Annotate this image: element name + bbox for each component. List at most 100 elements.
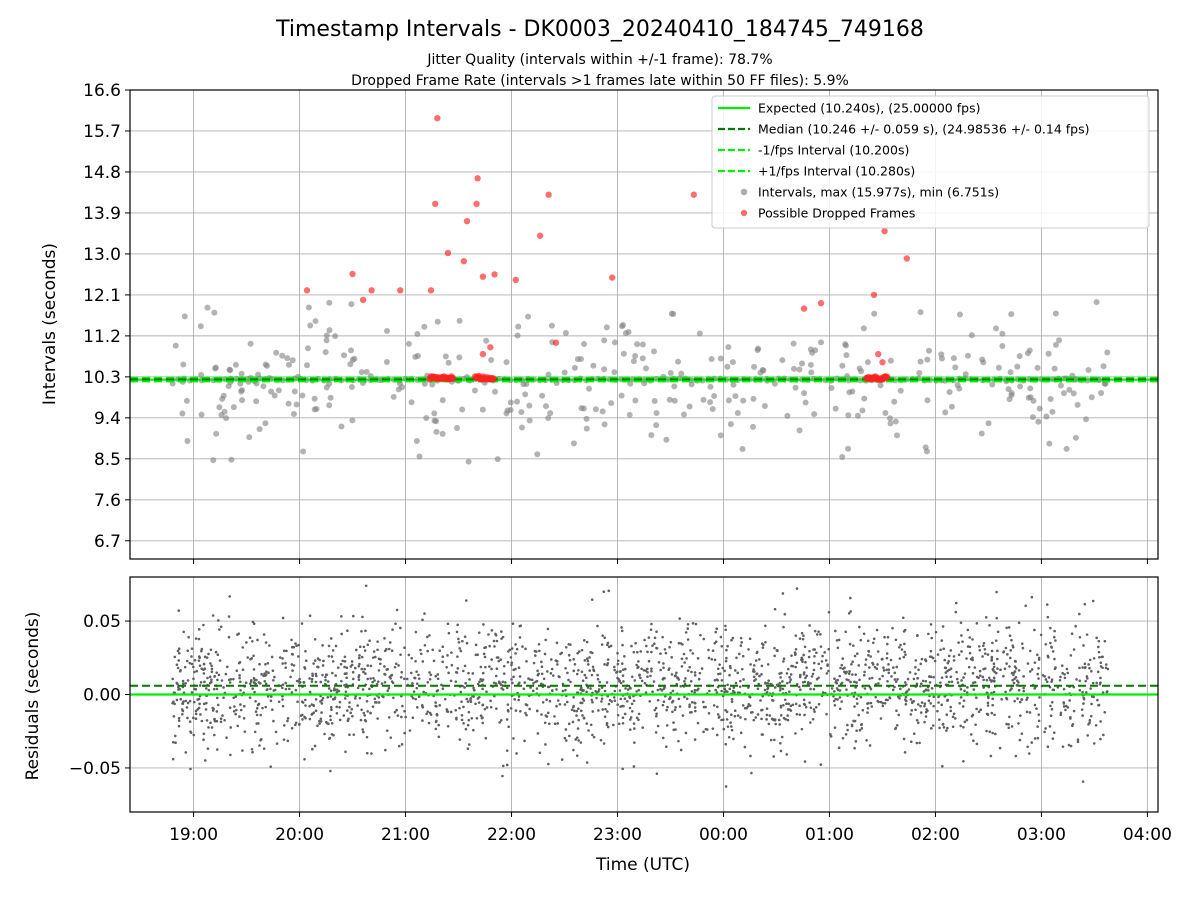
- residual-point: [514, 643, 517, 646]
- residual-point: [613, 689, 617, 693]
- residual-point: [785, 702, 788, 706]
- residual-point: [331, 660, 335, 663]
- residual-point: [694, 709, 697, 713]
- residual-point: [1097, 639, 1101, 643]
- residual-point: [621, 767, 625, 771]
- residual-point: [1078, 679, 1082, 683]
- residual-point: [855, 702, 859, 705]
- residual-point: [364, 584, 368, 588]
- residual-point: [512, 675, 515, 679]
- residual-point: [1083, 662, 1087, 666]
- residual-point: [203, 759, 207, 762]
- residual-point: [876, 699, 880, 703]
- residual-point: [633, 741, 636, 744]
- residual-point: [417, 695, 421, 699]
- residual-point: [837, 746, 841, 750]
- residual-point: [264, 641, 268, 644]
- residual-point: [210, 664, 213, 668]
- residual-point: [343, 683, 346, 687]
- residual-point: [726, 725, 730, 728]
- residual-point: [302, 681, 306, 684]
- residual-point: [640, 679, 644, 683]
- interval-point: [1063, 445, 1070, 452]
- residual-point: [661, 703, 665, 707]
- residual-point: [809, 682, 812, 685]
- residual-point: [968, 651, 972, 655]
- residual-point: [308, 704, 311, 708]
- residual-point: [542, 677, 546, 681]
- residual-point: [854, 673, 857, 676]
- residual-point: [290, 645, 294, 649]
- interval-point: [839, 453, 846, 460]
- residual-point: [921, 679, 925, 683]
- residual-point: [184, 699, 188, 703]
- residual-point: [942, 647, 946, 651]
- residual-point: [335, 712, 339, 715]
- residuals-panel: −0.050.000.05 19:00 20:00 21:00 22:00 23:00 0…: [23, 576, 1172, 845]
- residual-point: [1005, 722, 1008, 726]
- residual-point: [371, 680, 374, 684]
- dropped-frame-point: [434, 115, 441, 122]
- residual-point: [991, 697, 995, 701]
- residual-point: [282, 738, 286, 741]
- intervals-y-tick-label: 14.8: [83, 163, 121, 183]
- residuals-y-tick-label: −0.05: [69, 759, 121, 779]
- legend-label: Possible Dropped Frames: [758, 206, 915, 221]
- residual-point: [1071, 724, 1074, 728]
- residual-point: [357, 678, 361, 682]
- residual-point: [1033, 737, 1037, 740]
- residual-point: [363, 714, 367, 717]
- residual-point: [749, 711, 753, 714]
- residual-point: [1066, 706, 1070, 709]
- residual-point: [1037, 677, 1040, 680]
- interval-point: [828, 385, 835, 392]
- residual-point: [683, 661, 686, 664]
- residual-point: [772, 755, 775, 758]
- residual-point: [1085, 675, 1089, 678]
- residual-point: [1020, 732, 1024, 735]
- residual-point: [1033, 703, 1037, 707]
- residual-point: [898, 696, 901, 700]
- interval-point: [923, 448, 930, 455]
- residual-point: [766, 681, 770, 685]
- residual-point: [366, 643, 370, 647]
- residual-point: [788, 690, 791, 694]
- residual-point: [606, 643, 609, 647]
- interval-point: [854, 412, 861, 419]
- residual-point: [840, 663, 844, 667]
- interval-point: [494, 456, 501, 463]
- residual-point: [654, 731, 658, 734]
- residual-point: [372, 676, 375, 680]
- interval-point: [897, 387, 904, 394]
- residual-point: [972, 688, 976, 691]
- residual-point: [773, 654, 776, 658]
- residual-point: [668, 645, 671, 649]
- residual-point: [1014, 675, 1018, 679]
- residual-point: [672, 728, 676, 732]
- residual-point: [435, 689, 439, 693]
- residual-point: [500, 630, 503, 633]
- residual-point: [447, 671, 450, 675]
- residual-point: [575, 754, 579, 757]
- residual-point: [915, 741, 919, 745]
- residual-point: [704, 727, 708, 731]
- residual-point: [217, 619, 220, 622]
- residual-point: [912, 732, 916, 736]
- residual-point: [849, 610, 853, 613]
- residual-point: [544, 743, 547, 746]
- residual-point: [719, 635, 723, 639]
- residual-point: [784, 717, 787, 721]
- residual-point: [384, 748, 387, 752]
- residual-point: [790, 654, 793, 657]
- residual-point: [1046, 615, 1050, 619]
- residual-point: [623, 712, 627, 716]
- residual-point: [344, 690, 348, 694]
- residual-point: [338, 718, 342, 722]
- residual-point: [802, 698, 806, 702]
- residual-point: [1053, 629, 1056, 633]
- residual-point: [605, 723, 609, 727]
- interval-point: [608, 400, 615, 407]
- residual-point: [696, 657, 700, 660]
- residual-point: [252, 654, 255, 658]
- residual-point: [434, 674, 438, 678]
